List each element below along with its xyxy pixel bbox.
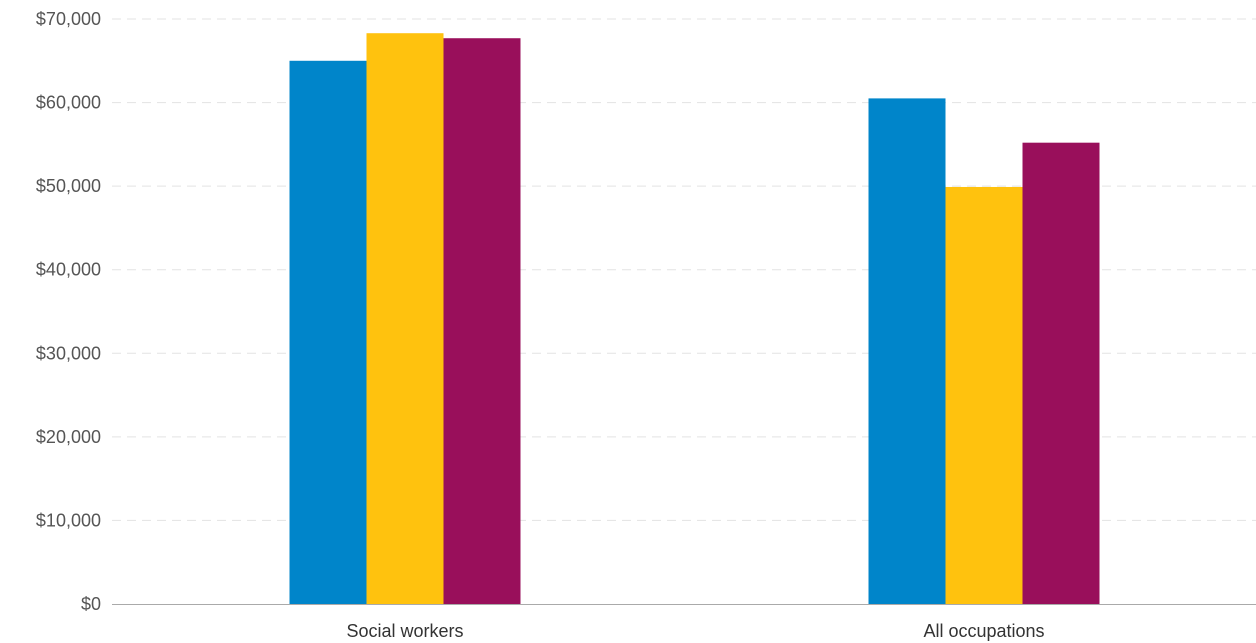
- y-tick-label: $20,000: [36, 427, 101, 447]
- y-tick-label: $70,000: [36, 9, 101, 29]
- bar: [366, 33, 444, 604]
- y-tick-label: $0: [81, 594, 101, 614]
- y-tick-label: $40,000: [36, 260, 101, 280]
- bar: [868, 98, 946, 605]
- bar: [1022, 142, 1100, 604]
- x-category-label: Social workers: [346, 621, 463, 641]
- y-tick-label: $50,000: [36, 176, 101, 196]
- x-category-label: All occupations: [923, 621, 1044, 641]
- y-tick-label: $10,000: [36, 510, 101, 530]
- bar: [443, 38, 521, 604]
- y-tick-label: $30,000: [36, 343, 101, 363]
- bar: [289, 60, 367, 605]
- bar: [945, 186, 1023, 604]
- y-axis-tick-labels: $0 $10,000 $20,000 $30,000 $40,000 $50,000 $60…: [36, 9, 101, 614]
- y-tick-label: $60,000: [36, 93, 101, 113]
- x-axis-category-labels: Social workers All occupations: [346, 621, 1044, 641]
- bars: [289, 33, 1100, 605]
